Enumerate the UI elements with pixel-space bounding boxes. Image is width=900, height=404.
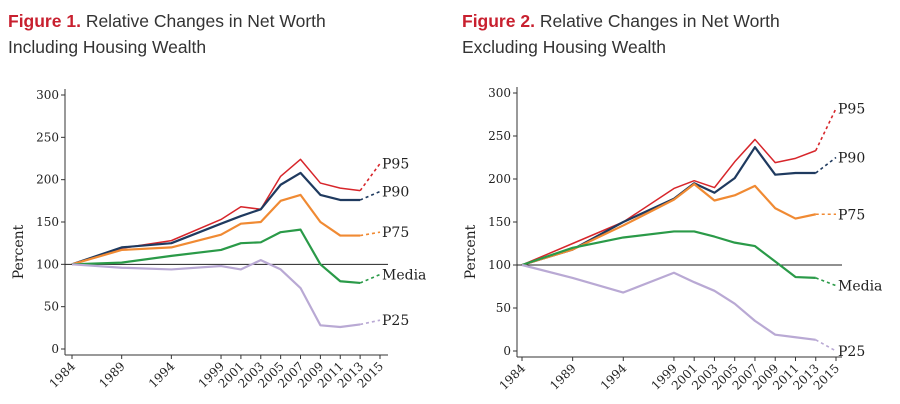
series-label-p90: P90: [838, 151, 865, 167]
series-label-p75: P75: [838, 207, 865, 223]
y-tick-label: 0: [503, 344, 511, 358]
y-tick-label: 250: [488, 129, 511, 143]
figure-2-label: Figure 2.: [462, 11, 535, 31]
y-tick-label: 250: [36, 130, 59, 144]
figure-2-title-text: Relative Changes in Net Worth: [539, 11, 780, 31]
x-tick-label: 1989: [547, 361, 578, 392]
series-projection-p90: [815, 156, 837, 174]
series-line-media: [521, 230, 816, 279]
series-projection-p95: [359, 163, 381, 192]
y-axis-label: Percent: [463, 224, 479, 279]
series-line-p75: [71, 193, 361, 266]
y-tick-label: 200: [36, 173, 59, 187]
series-projection-p95: [815, 108, 837, 151]
series-label-p25: P25: [838, 344, 865, 360]
figure-1-title-text: Relative Changes in Net Worth: [85, 11, 326, 31]
x-tick-label: 1984: [497, 361, 529, 393]
y-axis-label: Percent: [11, 224, 27, 279]
series-label-p95: P95: [382, 157, 409, 173]
figure-1-title: Figure 1. Relative Changes in Net Worth …: [8, 8, 326, 60]
series-projection-p25: [359, 319, 381, 326]
series-label-p95: P95: [838, 101, 865, 117]
series-line-p75: [521, 183, 816, 267]
series-line-p25: [71, 259, 361, 329]
y-tick-label: 150: [36, 215, 59, 229]
series-projection-media: [359, 273, 381, 284]
figure-2-subtitle: Excluding Housing Wealth: [462, 37, 666, 57]
series-line-media: [71, 228, 361, 285]
y-tick-label: 50: [496, 301, 511, 315]
y-tick-label: 150: [488, 215, 511, 229]
series-label-p75: P75: [382, 225, 409, 241]
series-label-p90: P90: [382, 185, 409, 201]
series-projection-p90: [359, 190, 381, 201]
y-tick-label: 200: [488, 172, 511, 186]
figure-1-subtitle: Including Housing Wealth: [8, 37, 207, 57]
y-tick-label: 0: [51, 342, 59, 356]
y-tick-label: 300: [36, 88, 59, 102]
series-projection-media: [815, 277, 837, 287]
x-tick-label: 1984: [47, 359, 79, 391]
series-projection-p25: [815, 339, 837, 352]
series-line-p25: [521, 263, 816, 341]
figure-1-label: Figure 1.: [8, 11, 81, 31]
series-projection-p75: [359, 231, 381, 237]
y-tick-label: 100: [488, 258, 511, 272]
series-line-p90: [521, 146, 816, 267]
figure-2-title: Figure 2. Relative Changes in Net Worth …: [462, 8, 780, 60]
series-label-media: Media: [838, 279, 882, 295]
x-tick-label: 1994: [598, 361, 630, 393]
series-label-p25: P25: [382, 313, 409, 329]
series-label-media: Media: [382, 267, 426, 283]
x-tick-label: 1994: [146, 359, 178, 391]
x-tick-label: 1989: [96, 359, 127, 390]
y-tick-label: 100: [36, 257, 59, 271]
y-tick-label: 50: [44, 300, 59, 314]
y-tick-label: 300: [488, 86, 511, 100]
